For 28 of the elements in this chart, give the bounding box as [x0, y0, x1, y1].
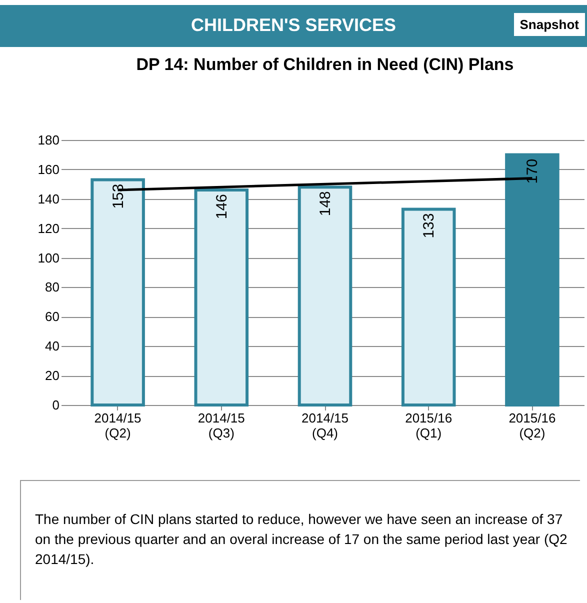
y-tick-label: 0: [52, 398, 60, 412]
y-tick-label: 140: [38, 191, 60, 206]
y-tick-label: 100: [38, 250, 60, 266]
x-tick-label: 2015/16 (Q2): [508, 410, 556, 440]
y-tick-label: 160: [38, 162, 60, 177]
y-tick-label: 40: [45, 338, 60, 354]
y-tick-label: 180: [38, 132, 60, 148]
bar: [90, 178, 145, 406]
chart-title: DP 14: Number of Children in Need (CIN) Plans: [136, 55, 514, 74]
bar: [505, 153, 560, 406]
data-label: 146: [213, 194, 230, 220]
text: Snapshot: [514, 13, 585, 36]
y-tick-label: 60: [45, 309, 60, 324]
y-tick-label: 20: [45, 368, 60, 384]
data-label: 133: [420, 213, 438, 238]
y-tick-label: 120: [38, 220, 60, 236]
x-tick-label: 2014/15 (Q2): [94, 410, 142, 440]
data-label: 148: [317, 191, 334, 216]
x-tick-label: 2014/15 (Q4): [302, 410, 348, 440]
bar: [401, 208, 456, 406]
data-label: 153: [110, 184, 127, 209]
x-tick-label: 2015/16 (Q1): [405, 410, 452, 440]
bar: [194, 188, 249, 406]
y-tick-label: 80: [45, 280, 60, 295]
bar: [298, 186, 352, 406]
x-tick-label: 2014/15 (Q3): [198, 410, 245, 440]
text: CHILDREN'S SERVICES: [191, 15, 396, 35]
text: The number of CIN plans started to reduce, however we have seen an increase of 37 on the previous quarter and an overal increase of 17 on the same period last year (Q2 2014/15).: [20, 480, 580, 600]
